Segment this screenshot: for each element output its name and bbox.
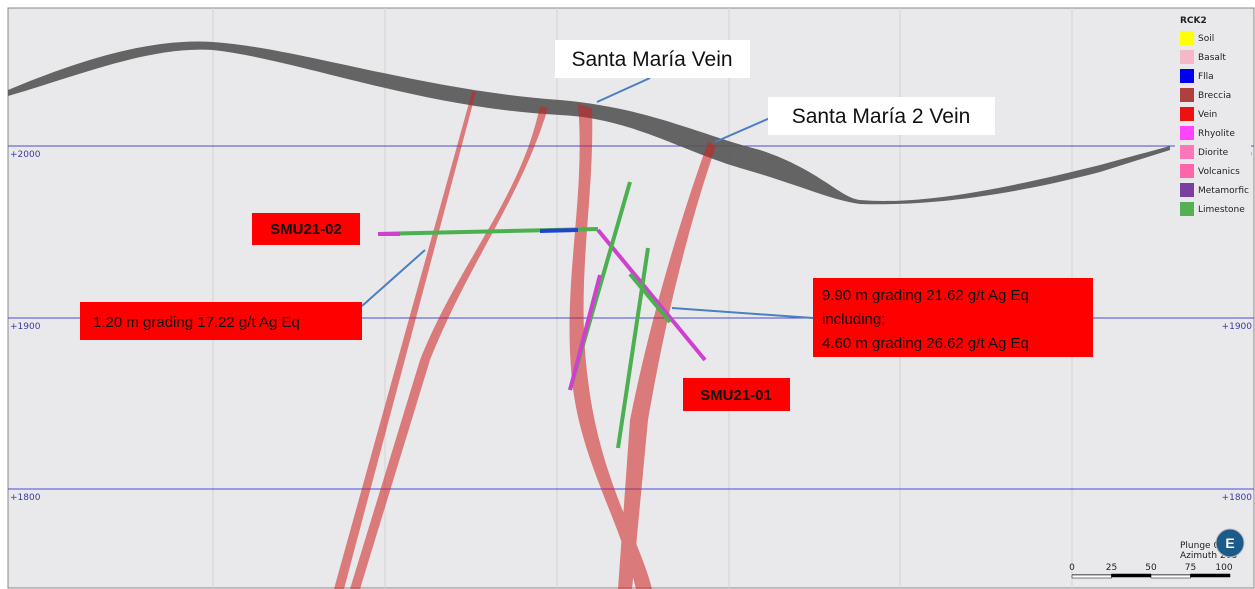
hole-box xyxy=(683,378,790,411)
drill-holes xyxy=(377,181,707,449)
elevation-label: +1800 xyxy=(1222,493,1253,503)
legend-label: Vein xyxy=(1198,110,1217,120)
legend-swatch xyxy=(1180,88,1194,102)
intercept-text: 4.60 m grading 26.62 g/t Ag Eq xyxy=(822,335,1029,352)
scale-label: 100 xyxy=(1215,563,1232,573)
legend-swatch xyxy=(1180,183,1194,197)
legend-title: RCK2 xyxy=(1180,16,1207,26)
scale-label: 25 xyxy=(1106,563,1117,573)
legend-label: Flla xyxy=(1198,72,1214,82)
scale-bar: 0 25 50 75 100 xyxy=(1069,563,1233,579)
legend-swatch xyxy=(1180,50,1194,64)
azimuth: Azimuth 268 xyxy=(1180,551,1237,561)
legend-swatch xyxy=(1180,69,1194,83)
legend-swatch xyxy=(1180,164,1194,178)
legend-label: Limestone xyxy=(1198,205,1245,215)
compass-label: E xyxy=(1225,535,1234,551)
callout-arrows xyxy=(361,77,814,319)
vein-wireframes xyxy=(334,92,716,589)
scale-label: 0 xyxy=(1069,563,1075,573)
vein-label: Santa María Vein xyxy=(571,48,732,71)
legend-swatch xyxy=(1180,126,1194,140)
intercept-text: 9.90 m grading 21.62 g/t Ag Eq xyxy=(822,287,1029,304)
scale-segment xyxy=(1071,574,1112,579)
hole-label: SMU21-02 xyxy=(270,221,342,238)
elevation-label: +1900 xyxy=(10,322,41,332)
topography-surface xyxy=(8,41,1170,205)
legend-swatch xyxy=(1180,107,1194,121)
legend-label: Metamorfic xyxy=(1198,186,1249,196)
plunge: Plunge 00 xyxy=(1180,541,1225,551)
legend-swatch xyxy=(1180,145,1194,159)
legend-label: Rhyolite xyxy=(1198,129,1235,139)
hole-label: SMU21-01 xyxy=(700,387,772,404)
scale-label: 75 xyxy=(1185,563,1196,573)
scale-segment xyxy=(1190,573,1231,578)
legend-label: Diorite xyxy=(1198,148,1229,158)
legend-swatch xyxy=(1180,31,1194,45)
legend-label: Basalt xyxy=(1198,53,1226,63)
intercept-text: including; xyxy=(822,311,885,328)
callout-box xyxy=(555,40,750,78)
legend-label: Soil xyxy=(1198,34,1214,44)
vein-label: Santa María 2 Vein xyxy=(792,105,971,128)
intercept-box xyxy=(813,278,1093,357)
compass xyxy=(1215,528,1245,558)
elevation-label: +1800 xyxy=(10,493,41,503)
scale-segment xyxy=(1150,574,1191,579)
legend: RCK2 Soil Basalt Flla Breccia Vein Rhyolite Di… xyxy=(1175,12,1251,232)
scale-segment xyxy=(1111,573,1152,578)
legend-label: Breccia xyxy=(1198,91,1231,101)
scale-label: 50 xyxy=(1145,563,1157,573)
hole-box xyxy=(252,213,360,245)
legend-swatch xyxy=(1180,202,1194,216)
intercept-box xyxy=(80,302,362,340)
intercept-text: 1.20 m grading 17.22 g/t Ag Eq xyxy=(93,314,300,331)
callout-box xyxy=(768,97,995,135)
elevation-label: +2000 xyxy=(10,150,41,160)
elevation-label: +1900 xyxy=(1222,322,1253,332)
legend-label: Volcanics xyxy=(1198,167,1240,177)
